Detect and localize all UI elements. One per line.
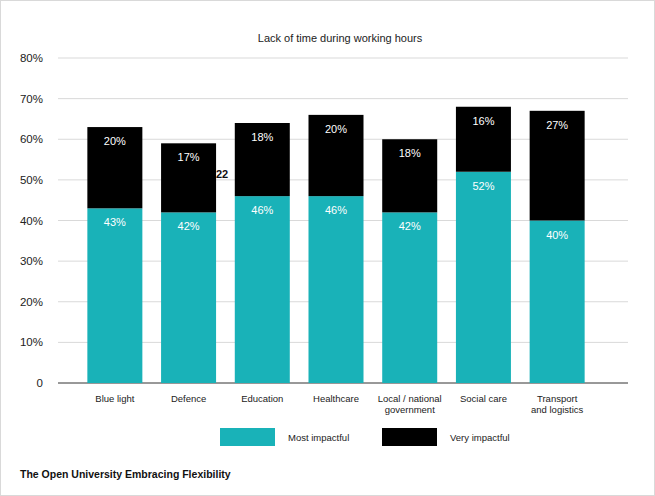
data-label: 40% <box>546 229 568 241</box>
bar-segment <box>235 196 290 383</box>
y-tick-label: 80% <box>20 52 43 64</box>
bar-segment <box>161 212 216 383</box>
bar-segment <box>382 212 437 383</box>
x-tick-label-line: Transport <box>537 393 578 404</box>
x-tick-label-line: Healthcare <box>313 393 359 404</box>
data-label: 42% <box>178 220 200 232</box>
bar-segment <box>456 107 511 172</box>
data-label: 20% <box>104 135 126 147</box>
chart: Lack of time during working hours 0 10% 20%… <box>0 0 655 496</box>
x-tick-label: Local / nationalgovernment <box>378 393 442 415</box>
x-tick-label: Education <box>241 393 283 404</box>
x-tick-label: Blue light <box>95 393 134 404</box>
y-tick-label: 50% <box>20 174 43 186</box>
data-label: 46% <box>325 204 347 216</box>
bar-segment <box>456 172 511 383</box>
frame <box>1 1 655 496</box>
bar-segment <box>235 123 290 196</box>
x-tick-label-line: Blue light <box>95 393 134 404</box>
grid-line <box>58 98 628 99</box>
x-tick-label-line: and logistics <box>531 404 584 415</box>
legend-label: Very impactful <box>450 432 510 443</box>
data-label: 16% <box>472 115 494 127</box>
data-labels: 43% 42% 46% 46% 42% 52% 40% 20% 17% 18% 20% 18% 16% 2… <box>104 115 569 241</box>
data-label: 17% <box>178 151 200 163</box>
annotation: 22 <box>216 168 228 180</box>
x-tick-label-line: Education <box>241 393 283 404</box>
legend-swatch <box>220 428 275 446</box>
y-tick-label: 20% <box>20 296 43 308</box>
bar-segment <box>87 208 142 383</box>
grid-line <box>58 58 628 59</box>
bar-segment <box>530 111 585 221</box>
x-tick-label-line: government <box>385 404 436 415</box>
legend-label: Most impactful <box>288 432 349 443</box>
y-tick-label: 10% <box>20 336 43 348</box>
y-tick-label: 60% <box>20 133 43 145</box>
y-tick-label: 70% <box>20 93 43 105</box>
x-tick-label-line: Local / national <box>378 393 442 404</box>
data-label: 18% <box>399 147 421 159</box>
bar-segment <box>309 115 364 196</box>
x-tick-label: Healthcare <box>313 393 359 404</box>
x-tick-label-line: Social care <box>460 393 507 404</box>
bar-segment <box>530 221 585 384</box>
data-label: 18% <box>251 131 273 143</box>
bar-segment <box>87 127 142 208</box>
y-tick-label: 0 <box>37 377 43 389</box>
data-label: 27% <box>546 119 568 131</box>
x-tick-label: Defence <box>171 393 206 404</box>
data-label: 46% <box>251 204 273 216</box>
x-tick-label: Transportand logistics <box>531 393 584 415</box>
data-label: 42% <box>399 220 421 232</box>
bars <box>87 107 584 383</box>
x-tick-label-line: Defence <box>171 393 206 404</box>
y-tick-label: 30% <box>20 255 43 267</box>
x-tick-label: Social care <box>460 393 507 404</box>
title: Lack of time during working hours <box>258 32 423 44</box>
data-label: 20% <box>325 123 347 135</box>
data-label: 52% <box>472 180 494 192</box>
source: The Open University Embracing Flexibilit… <box>20 468 231 480</box>
data-label: 43% <box>104 216 126 228</box>
bar-segment <box>161 143 216 212</box>
legend-swatch <box>382 428 437 446</box>
bar-segment <box>309 196 364 383</box>
y-tick-label: 40% <box>20 215 43 227</box>
bar-segment <box>382 139 437 212</box>
